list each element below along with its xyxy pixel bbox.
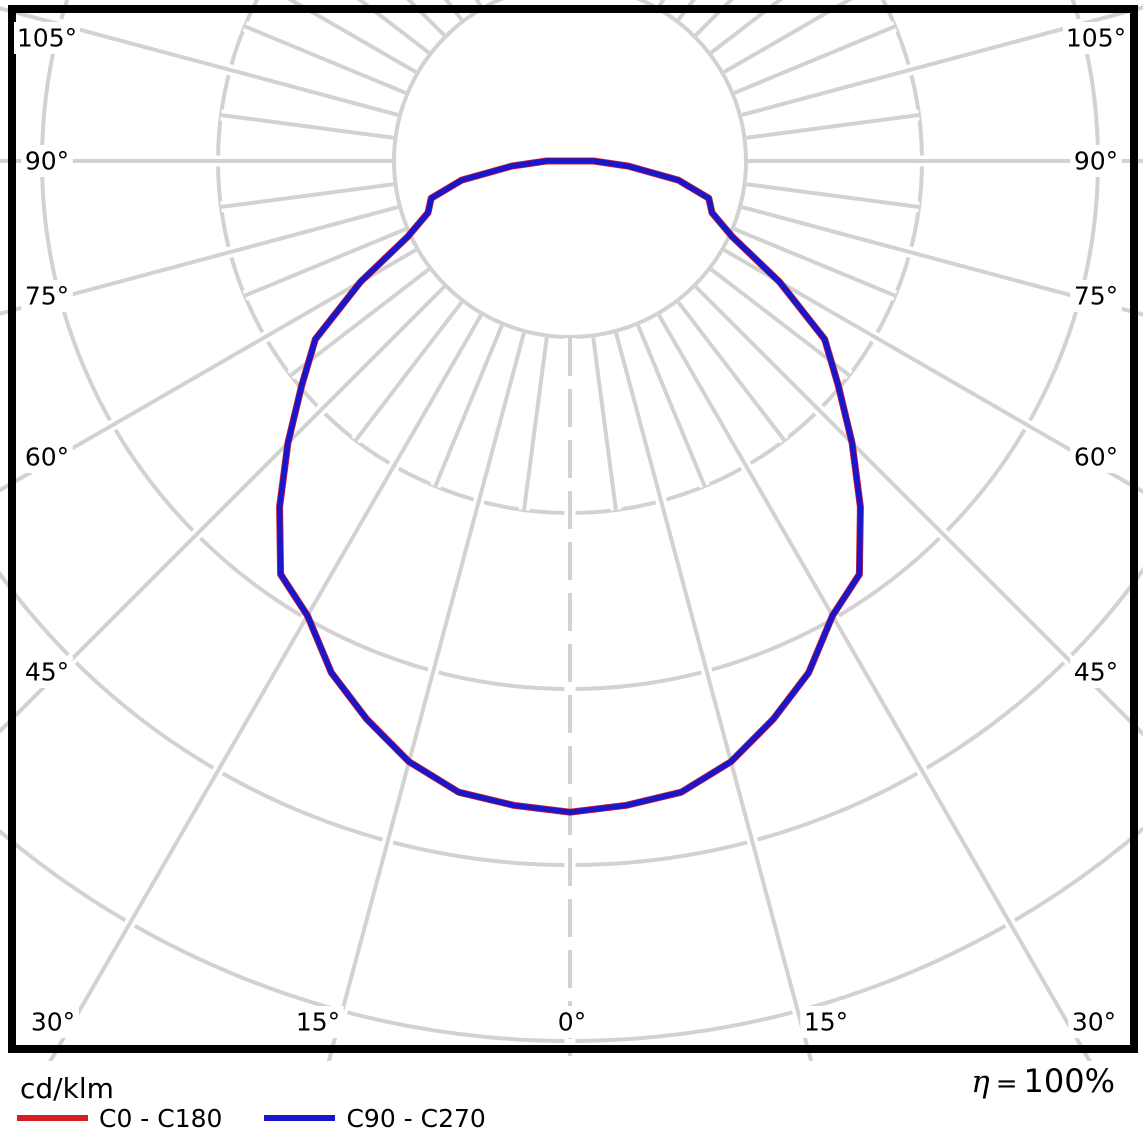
grid-radial-stub [733, 227, 896, 298]
grid-radial-stub [287, 0, 417, 74]
angle-label-bottom-2: 0° [558, 1008, 586, 1037]
grid-radial-line [326, 332, 526, 1061]
grid-radial-line [694, 285, 1143, 737]
grid-radial-stub [406, 0, 446, 37]
grid-radial-line [0, 205, 399, 316]
grid-radial-stub [244, 227, 407, 298]
grid-radial-stub [591, 337, 618, 511]
grid-radial-stub [433, 324, 504, 487]
angle-label-left-75: 75° [25, 282, 69, 311]
grid-radial-stub [676, 300, 786, 442]
angle-label-right-45: 45° [1074, 658, 1118, 687]
grid-ring [392, 0, 748, 339]
grid-radial-stub [356, 0, 431, 55]
angle-label-right-90: 90° [1074, 147, 1118, 176]
legend-line-c90-c270 [264, 1115, 336, 1121]
grid-radial-stub [636, 324, 707, 487]
grid-radial-stub [709, 0, 784, 55]
grid-radial-line [614, 332, 814, 1061]
angle-label-left-90: 90° [25, 147, 69, 176]
eta-equals: = [995, 1069, 1018, 1099]
legend-line-c0-c180 [17, 1115, 88, 1121]
grid-radial-stub [733, 24, 896, 95]
grid-radial-stub [694, 0, 734, 37]
grid-radial-stub [289, 267, 431, 377]
angle-label-right-105: 105° [1066, 24, 1126, 53]
grid-radial-line [657, 314, 1092, 1061]
grid-radial-stub [220, 113, 394, 140]
angle-label-right-75: 75° [1074, 282, 1118, 311]
grid-radial-line [741, 205, 1143, 317]
angle-label-left-45: 45° [25, 658, 69, 687]
grid-radial-line [0, 248, 417, 493]
grid-radial-line [723, 248, 1143, 495]
angle-label-bottom-0: 30° [31, 1008, 75, 1037]
legend-label-c0-c180: C0 - C180 [99, 1103, 223, 1133]
grid-radial-stub [354, 300, 464, 442]
angle-label-left-60: 60° [25, 443, 69, 472]
grid-radial-line [741, 5, 1143, 117]
grid-radial-stub [220, 182, 394, 209]
grid-radial-stub [709, 267, 851, 377]
angle-label-left-105: 105° [17, 24, 77, 53]
angle-label-bottom-1: 15° [296, 1008, 340, 1037]
legend: C0 - C180 C90 - C270 [17, 1100, 528, 1136]
eta-symbol: η [971, 1064, 990, 1100]
plot-border [8, 5, 1138, 1053]
unit-label: cd/klm [20, 1072, 114, 1105]
grid-radial-stub [746, 113, 920, 140]
angle-label-bottom-4: 30° [1072, 1008, 1116, 1037]
grid-radial-stub [723, 0, 853, 74]
angle-label-right-60: 60° [1074, 443, 1118, 472]
efficiency-label: η = 100% [860, 1062, 1115, 1100]
grid-radial-line [0, 285, 446, 734]
grid-radial-stub [746, 182, 920, 209]
angle-label-bottom-3: 15° [804, 1008, 848, 1037]
legend-label-c90-c270: C90 - C270 [346, 1103, 486, 1133]
grid-radial-stub [244, 24, 407, 95]
curve-c90-c270 [276, 158, 864, 815]
grid-radial-line [0, 6, 399, 117]
grid-radial-stub [522, 337, 549, 511]
grid-radial-line [48, 314, 483, 1061]
eta-value: 100% [1023, 1062, 1115, 1100]
